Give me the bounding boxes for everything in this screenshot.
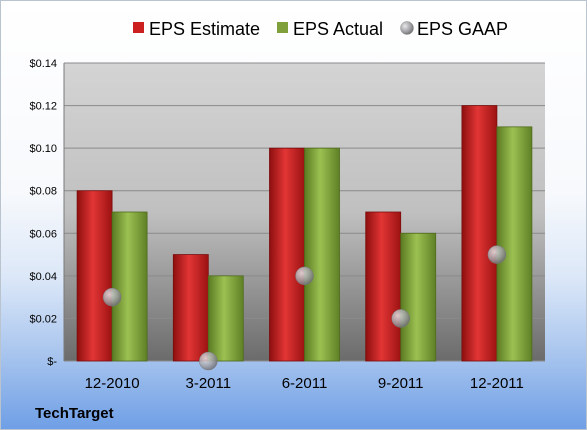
company-name: TechTarget: [35, 405, 114, 422]
gaap-point: [199, 351, 218, 371]
bar-actual: [496, 126, 533, 362]
gaap-points: [102, 245, 507, 371]
bar-actual: [111, 211, 148, 362]
x-tick-label: 9-2011: [378, 375, 424, 392]
x-tick-label: 6-2011: [282, 375, 328, 392]
y-axis: $- $0.02 $0.04 $0.06 $0.08 $0.10 $0.12 $0.14: [29, 58, 57, 368]
legend-swatch: [400, 21, 414, 35]
x-tick-label: 12-2010: [85, 375, 140, 392]
y-tick-label: $0.02: [29, 313, 57, 325]
x-tick-label: 12-2011: [470, 375, 524, 392]
legend-label: EPS Actual: [293, 19, 383, 39]
bar-estimate: [172, 254, 209, 362]
bar-estimate: [76, 190, 113, 362]
bar-estimate: [365, 211, 402, 362]
y-tick-label: $0.14: [29, 58, 57, 70]
legend-label: EPS Estimate: [149, 19, 260, 39]
x-axis: 12-2010 3-2011 6-2011 9-2011 12-2011: [85, 375, 524, 392]
y-tick-label: $-: [47, 356, 57, 368]
legend-swatch: [277, 22, 288, 33]
legend-swatch: [133, 22, 144, 33]
bar-actual: [304, 147, 340, 362]
bars: [76, 105, 533, 362]
y-tick-label: $0.04: [29, 271, 57, 283]
y-tick-label: $0.08: [29, 186, 57, 198]
legend-label: EPS GAAP: [417, 19, 508, 39]
gaap-point: [102, 287, 122, 307]
y-tick-label: $0.12: [29, 101, 57, 113]
bar-estimate: [269, 147, 305, 362]
bar-actual: [207, 275, 244, 362]
x-tick-label: 3-2011: [186, 375, 232, 392]
y-tick-label: $0.06: [29, 228, 57, 240]
gaap-point: [487, 245, 507, 264]
gaap-point: [391, 309, 410, 328]
y-tick-label: $0.10: [29, 143, 57, 155]
gaap-point: [295, 266, 314, 286]
bar-actual: [400, 232, 437, 362]
bar-estimate: [461, 105, 498, 362]
legend: EPS Estimate EPS Actual EPS GAAP: [133, 19, 508, 39]
